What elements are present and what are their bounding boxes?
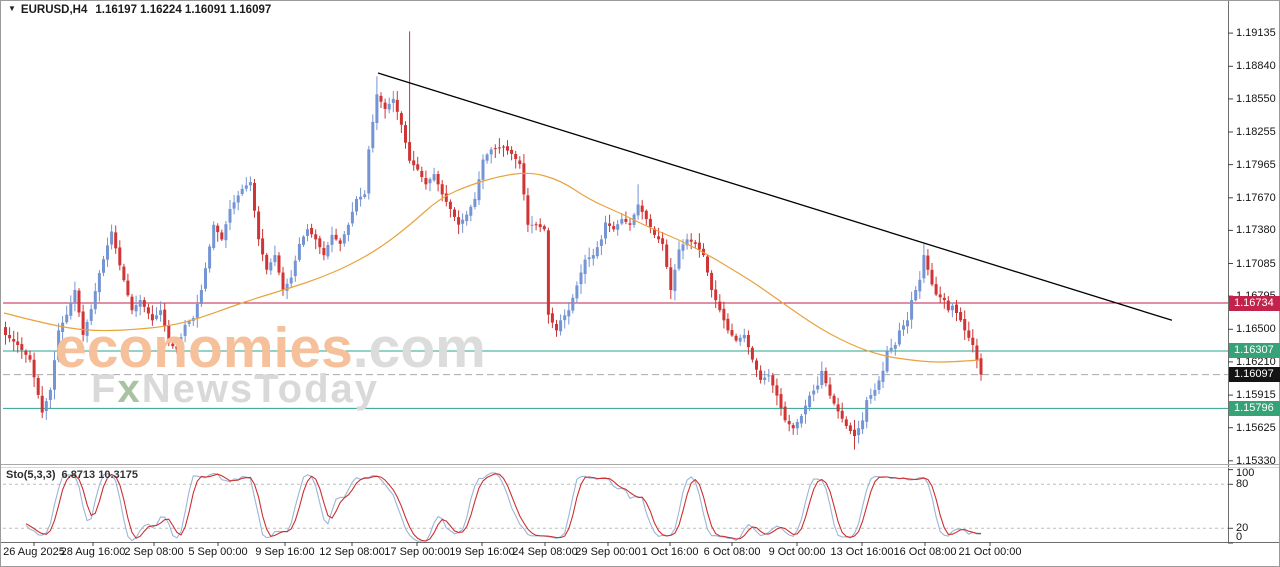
candles-group[interactable] <box>4 31 983 450</box>
stochastic-k-line <box>25 472 981 542</box>
watermark-brand-line: economies.com <box>55 320 486 377</box>
stochastic-indicator-label: Sto(5,3,3) 6.8713 10.3175 <box>6 469 138 481</box>
stochastic-d-line <box>25 473 981 542</box>
moving-average-line[interactable] <box>3 172 981 363</box>
watermark-domain-suffix: .com <box>352 316 486 380</box>
watermark: economies.com FxNewsToday <box>55 320 486 410</box>
watermark-brand: economies <box>55 316 353 380</box>
watermark-tagline-rest: NewsToday <box>141 367 380 411</box>
chart-title: ▼ EURUSD,H4 1.16197 1.16224 1.16091 1.1609… <box>8 4 271 16</box>
watermark-tagline-x: x <box>117 367 142 411</box>
watermark-tagline: FxNewsToday <box>91 369 486 409</box>
descending-trendline[interactable] <box>377 72 1173 321</box>
watermark-tagline-f: F <box>91 367 118 411</box>
symbol-timeframe: EURUSD,H4 <box>20 4 88 16</box>
stochastic-values: 6.8713 10.3175 <box>61 469 138 481</box>
symbol-dropdown-icon[interactable]: ▼ <box>8 4 16 13</box>
stochastic-name: Sto(5,3,3) <box>6 469 56 481</box>
ohlc-values: 1.16197 1.16224 1.16091 1.16097 <box>95 4 272 16</box>
